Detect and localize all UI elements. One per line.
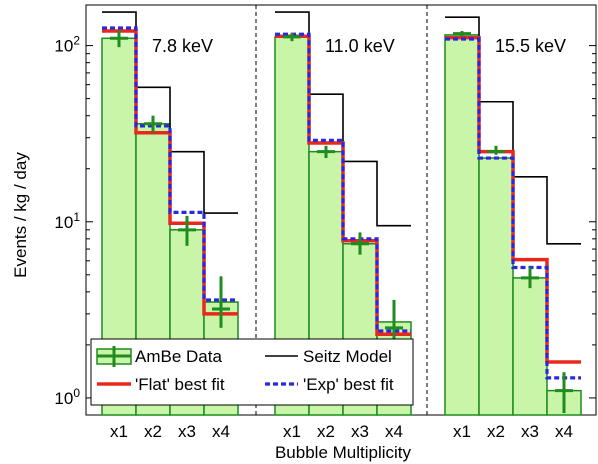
x-tick-label: x3 [178,422,196,441]
ambe-bar [512,277,548,416]
panel-energy-label: 15.5 keV [495,36,566,56]
ambe-bar [444,34,480,416]
y-axis: 100 101 102 [54,34,596,408]
panel-energy-label: 7.8 keV [152,36,213,56]
y-axis-label: Events / kg / day [11,152,30,278]
exp-fit-line [275,32,411,333]
y-tick-label: 102 [54,34,80,56]
x-tick-label: x2 [487,422,505,441]
y-tick-label: 100 [54,386,80,408]
legend-label-exp: 'Exp' best fit [303,375,394,394]
exp-fit-line [445,37,581,380]
legend-box [90,338,414,406]
seitz-model-line [275,11,411,227]
panel-3: 15.5 keV x1 x2 x3 x4 [444,16,582,441]
y-tick-label: 101 [54,210,80,232]
x-tick-label: x2 [317,422,335,441]
legend: AmBe Data Seitz Model 'Flat' best fit 'Exp'… [90,338,414,406]
legend-label-flat: 'Flat' best fit [135,375,225,394]
x-tick-label: x1 [453,422,471,441]
exp-fit-line [102,26,238,302]
x-tick-label: x1 [110,422,128,441]
seitz-model-line [445,16,581,245]
x-tick-label: x4 [555,422,573,441]
x-tick-label: x2 [144,422,162,441]
x-axis-label: Bubble Multiplicity [275,443,412,462]
ambe-bar [478,157,514,416]
x-tick-label: x4 [212,422,230,441]
legend-label-seitz: Seitz Model [303,347,392,366]
x-tick-label: x3 [521,422,539,441]
x-tick-label: x1 [283,422,301,441]
x-tick-label: x3 [351,422,369,441]
seitz-model-line [102,11,238,214]
legend-label-ambe: AmBe Data [135,347,222,366]
panel-energy-label: 11.0 keV [325,36,395,56]
x-tick-label: x4 [385,422,403,441]
